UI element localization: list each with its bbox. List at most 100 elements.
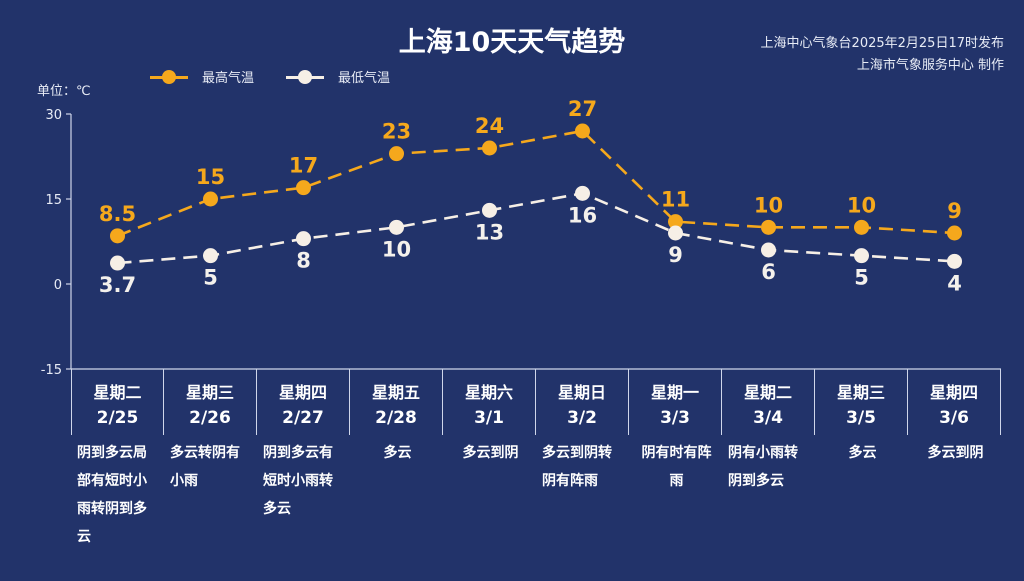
- low-temp-label: 5: [854, 266, 869, 290]
- data-labels: 8.5 15 17 23 24 27 11 10 10 9 3.7 5 8 10 13 16 9 6 5 4: [99, 97, 962, 297]
- day-header: 星期六 3/1: [443, 369, 536, 435]
- legend-label-low: 最低气温: [338, 71, 391, 86]
- day-date: 2/27: [282, 408, 324, 428]
- low-temp-label: 6: [761, 260, 776, 284]
- high-temp-point[interactable]: [296, 180, 311, 196]
- low-temp-point[interactable]: [668, 225, 683, 241]
- day-column: 星期六 3/1 多云到阴: [443, 369, 536, 551]
- day-column: 星期日 3/2 多云到阴转阴有阵雨: [536, 369, 629, 551]
- high-temp-point[interactable]: [110, 228, 125, 244]
- low-temp-point[interactable]: [854, 248, 869, 264]
- day-weekday: 星期五: [371, 383, 420, 402]
- low-temp-label: 3.7: [99, 273, 136, 297]
- high-temp-label: 9: [947, 199, 962, 223]
- low-temp-label: 8: [296, 249, 311, 273]
- high-temp-point[interactable]: [575, 123, 590, 139]
- low-temp-point[interactable]: [947, 253, 962, 269]
- day-date: 2/25: [96, 408, 139, 428]
- high-temp-label: 15: [196, 165, 225, 189]
- y-tick-label: 15: [45, 193, 62, 208]
- legend-item-high[interactable]: 最高气温: [150, 67, 254, 86]
- day-column: 星期一 3/3 阴有时有阵雨: [629, 369, 722, 551]
- day-column: 星期四 3/6 多云到阴: [908, 369, 1001, 551]
- day-column: 星期二 3/4 阴有小雨转阴到多云: [722, 369, 815, 551]
- day-weekday: 星期三: [836, 383, 885, 402]
- high-temp-point[interactable]: [482, 140, 497, 156]
- legend-label-high: 最高气温: [202, 71, 255, 86]
- day-weekday: 星期三: [185, 383, 234, 402]
- high-line-marker-icon: [150, 69, 188, 84]
- day-weather-description: 多云到阴转阴有阵雨: [542, 445, 612, 489]
- day-weather-description: 多云: [848, 445, 877, 461]
- high-temp-label: 24: [475, 114, 504, 138]
- publisher-line-1: 上海中心气象台2025年2月25日17时发布: [760, 36, 1004, 51]
- high-temp-point[interactable]: [854, 219, 869, 235]
- low-temp-label: 4: [947, 271, 962, 295]
- y-tick-label: 30: [45, 108, 62, 123]
- day-weather-description: 阴到多云局部有短时小雨转阴到多云: [77, 445, 147, 545]
- day-date: 3/3: [660, 408, 690, 428]
- day-column: 星期四 2/27 阴到多云有短时小雨转多云: [257, 369, 350, 551]
- low-temp-point[interactable]: [482, 202, 497, 218]
- day-weather-description: 多云到阴: [927, 445, 984, 461]
- day-weekday: 星期六: [464, 383, 513, 402]
- day-weekday: 星期二: [743, 383, 792, 402]
- day-weather-description: 多云到阴: [462, 445, 519, 461]
- day-weather-description: 多云转阴有小雨: [170, 445, 240, 489]
- day-column: 星期三 2/26 多云转阴有小雨: [164, 369, 257, 551]
- publisher-line-2: 上海市气象服务中心 制作: [856, 58, 1004, 73]
- low-temp-point[interactable]: [203, 248, 218, 264]
- series-lines: [117, 129, 955, 265]
- low-temp-label: 10: [382, 237, 411, 261]
- day-weekday: 星期二: [93, 383, 142, 402]
- high-temp-point[interactable]: [947, 225, 962, 241]
- high-temp-label: 10: [847, 193, 876, 217]
- high-temp-label: 10: [754, 193, 783, 217]
- day-header: 星期三 2/26: [164, 369, 257, 435]
- low-temp-point[interactable]: [110, 255, 125, 271]
- high-temp-label: 23: [382, 120, 411, 144]
- low-temp-line: [117, 191, 955, 265]
- day-weekday: 星期四: [278, 383, 327, 402]
- low-temp-label: 9: [668, 243, 683, 267]
- high-temp-point[interactable]: [389, 146, 404, 162]
- day-date: 3/2: [567, 408, 597, 428]
- low-line-marker-icon: [286, 69, 325, 84]
- day-header: 星期二 2/25: [71, 369, 164, 435]
- day-header: 星期四 3/6: [908, 369, 1001, 435]
- low-temp-label: 16: [568, 203, 597, 227]
- high-temp-point[interactable]: [761, 219, 776, 235]
- day-column: 星期二 2/25 阴到多云局部有短时小雨转阴到多云: [71, 369, 164, 551]
- low-temp-point[interactable]: [575, 185, 590, 201]
- day-date: 3/1: [474, 408, 504, 428]
- low-temp-point[interactable]: [761, 242, 776, 258]
- day-weather-description: 多云: [383, 445, 412, 461]
- unit-label: 单位：℃: [37, 84, 91, 99]
- page-title: 上海10天天气趋势: [398, 27, 626, 58]
- low-temp-point[interactable]: [389, 219, 404, 235]
- y-tick-label: -15: [41, 363, 62, 378]
- y-tick-label: 0: [54, 278, 62, 293]
- chart-legend: 最高气温 最低气温: [150, 67, 390, 86]
- day-header: 星期一 3/3: [629, 369, 722, 435]
- day-header: 星期四 2/27: [257, 369, 350, 435]
- day-header: 星期三 3/5: [815, 369, 908, 435]
- high-temp-line: [117, 129, 955, 238]
- day-column: 星期三 3/5 多云: [815, 369, 908, 551]
- legend-item-low[interactable]: 最低气温: [286, 67, 390, 86]
- day-weekday: 星期四: [929, 383, 978, 402]
- day-date: 2/28: [375, 408, 417, 428]
- publisher-info: 上海中心气象台2025年2月25日17时发布 上海市气象服务中心 制作: [761, 33, 1004, 77]
- low-temp-point[interactable]: [296, 231, 311, 247]
- low-temp-label: 13: [475, 220, 504, 244]
- day-header: 星期五 2/28: [350, 369, 443, 435]
- series-points: [110, 123, 962, 271]
- day-date: 3/5: [846, 408, 876, 428]
- day-weather-description: 阴有小雨转阴到多云: [728, 445, 798, 489]
- high-temp-label: 27: [568, 97, 597, 121]
- high-temp-point[interactable]: [668, 214, 683, 230]
- day-weekday: 星期日: [557, 383, 606, 402]
- day-columns: 星期二 2/25 阴到多云局部有短时小雨转阴到多云 星期三 2/26 多云转阴有小雨 星期四…: [71, 369, 1001, 551]
- high-temp-point[interactable]: [203, 191, 218, 207]
